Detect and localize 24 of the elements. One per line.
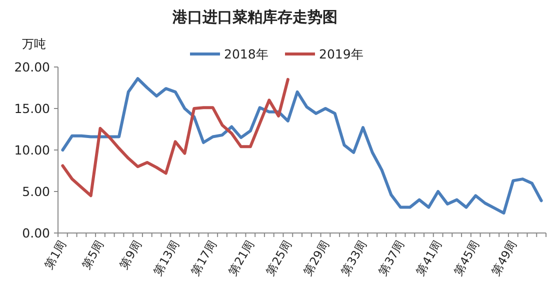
y-tick-label: 10.00 <box>14 142 50 158</box>
y-tick-label: 0.00 <box>22 226 50 240</box>
chart-title: 港口进口菜粕库存走势图 <box>172 8 338 26</box>
y-tick-label: 5.00 <box>22 184 50 199</box>
x-tick-label: 第49周 <box>488 238 520 278</box>
y-tick-label: 15.00 <box>14 101 50 116</box>
legend-label: 2018年 <box>224 46 269 62</box>
x-tick-label: 第13周 <box>150 238 182 278</box>
line-series <box>61 78 290 198</box>
x-tick-label: 第9周 <box>116 238 144 272</box>
y-tick-label: 20.00 <box>14 60 50 74</box>
x-tick-label: 第1周 <box>42 238 70 272</box>
y-axis-title: 万吨 <box>22 37 46 51</box>
x-tick-label: 第25周 <box>263 238 295 278</box>
x-tick-label: 第17周 <box>188 238 220 278</box>
x-tick-label: 第21周 <box>226 238 257 278</box>
x-tick-label: 第5周 <box>79 238 107 272</box>
x-tick-label: 第45周 <box>450 238 482 278</box>
x-tick-label: 第33周 <box>338 238 370 278</box>
x-tick-label: 第41周 <box>413 238 445 278</box>
x-tick-label: 第37周 <box>376 238 408 278</box>
legend-label: 2019年 <box>319 46 364 62</box>
line-series <box>61 77 543 215</box>
x-tick-label: 第29周 <box>300 238 332 278</box>
